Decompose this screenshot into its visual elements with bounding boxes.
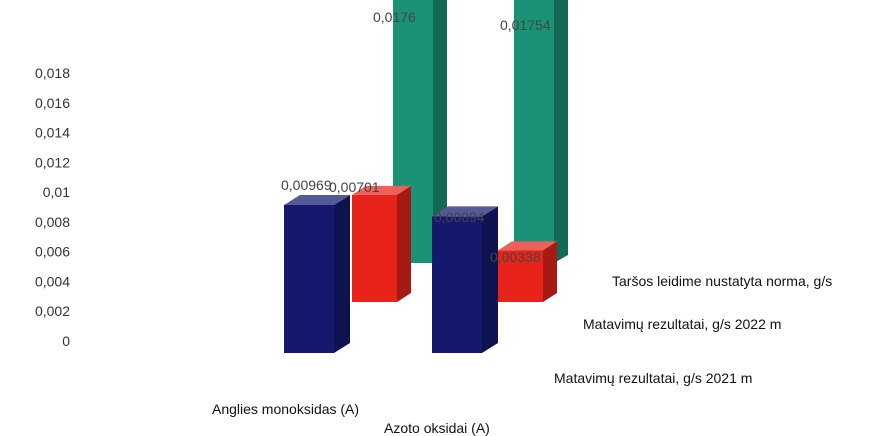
bar xyxy=(352,185,411,302)
data-label: 0,00969 xyxy=(281,177,332,193)
bar xyxy=(514,0,568,264)
category-label: Azoto oksidai (A) xyxy=(384,420,490,436)
data-labels: 0,0176 0,01754 0,00701 0,00338 0,00969 0,0089… xyxy=(281,9,551,265)
category-labels: Anglies monoksidas (A) Azoto oksidai (A) xyxy=(212,401,490,436)
y-tick-label: 0 xyxy=(62,333,70,349)
y-tick-label: 0,006 xyxy=(35,244,70,260)
bar-side xyxy=(554,0,568,263)
y-tick-label: 0,014 xyxy=(35,125,70,141)
category-label: Anglies monoksidas (A) xyxy=(212,401,359,417)
y-tick-label: 0,008 xyxy=(35,214,70,230)
bar-side xyxy=(543,241,557,302)
bar xyxy=(498,241,557,302)
data-label: 0,0176 xyxy=(373,9,416,25)
legend-entry: Taršos leidime nustatyta norma, g/s xyxy=(612,273,832,289)
bar xyxy=(284,194,350,353)
bar-front xyxy=(284,204,334,353)
y-tick-label: 0,002 xyxy=(35,303,70,319)
bar-top xyxy=(284,194,350,205)
bar-top xyxy=(352,185,411,195)
bar-front xyxy=(432,216,482,353)
bar-front xyxy=(498,250,543,302)
y-axis: 0 0,002 0,004 0,006 0,008 0,01 0,012 0,014 0,016… xyxy=(35,65,70,349)
bar xyxy=(432,206,498,353)
data-label: 0,01754 xyxy=(500,17,551,33)
y-tick-label: 0,004 xyxy=(35,273,70,289)
bar-side xyxy=(482,206,498,353)
bar-top xyxy=(498,241,557,251)
legend-entry: Matavimų rezultatai, g/s 2021 m xyxy=(554,370,752,386)
y-tick-label: 0,016 xyxy=(35,95,70,111)
y-tick-label: 0,018 xyxy=(35,65,70,81)
data-label: 0,00701 xyxy=(329,179,380,195)
bar-front xyxy=(514,0,554,264)
data-label: 0,00894 xyxy=(434,209,485,225)
bar-side xyxy=(397,185,411,302)
bar-top xyxy=(432,206,498,217)
y-tick-label: 0,012 xyxy=(35,154,70,170)
bar-front xyxy=(352,194,397,302)
y-tick-label: 0,01 xyxy=(43,184,70,200)
data-label: 0,00338 xyxy=(490,249,541,265)
bars xyxy=(284,0,568,353)
legend-entry: Matavimų rezultatai, g/s 2022 m xyxy=(583,316,781,332)
bar-side xyxy=(334,194,350,353)
bar-side xyxy=(433,0,447,263)
legend: Matavimų rezultatai, g/s 2021 m Matavimų … xyxy=(554,273,832,386)
